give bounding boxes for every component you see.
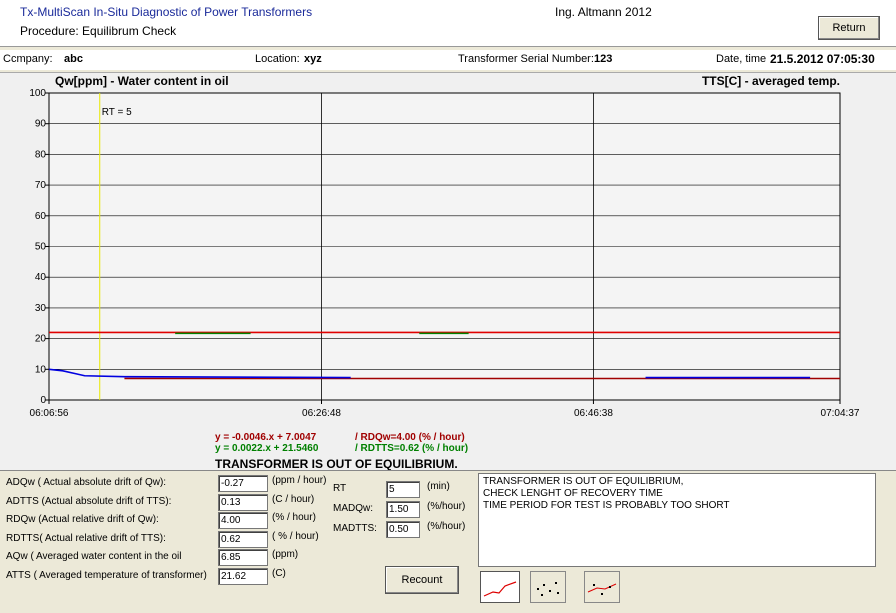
chart: Qw[ppm] - Water content in oil TTS[C] - …: [29, 74, 860, 419]
param-label: RDTTS( Actual relative drift of TTS):: [6, 532, 166, 544]
setting-value: 1.50: [386, 501, 420, 518]
param-value: -0.27: [218, 475, 268, 492]
procedure: Procedure: Equilibrum Check: [20, 24, 177, 38]
param-value: 21.62: [218, 567, 268, 585]
app-title: Tx-MultiScan In-Situ Diagnostic of Power…: [20, 5, 313, 19]
info-bar: Ccmpany: abc Location: xyz Transformer S…: [0, 50, 896, 70]
y-tick-label: 50: [35, 242, 47, 253]
y-tick-label: 90: [35, 119, 47, 130]
chart-title: Qw[ppm] - Water content in oil: [55, 74, 229, 88]
param-label: ADTTS (Actual absolute drift of TTS):: [6, 495, 172, 507]
param-label: ADQw ( Actual absolute drift of Qw):: [6, 477, 167, 488]
chart-area: Qw[ppm] - Water content in oil TTS[C] - …: [0, 72, 896, 471]
y-tick-label: 60: [35, 211, 47, 222]
y-tick-label: 20: [35, 334, 47, 345]
param-label: AQw ( Averaged water content in the oil: [6, 551, 182, 562]
rt-label: RT = 5: [102, 107, 132, 118]
company: abc: [64, 53, 83, 65]
series-line: [48, 368, 351, 379]
param-value: 4.00: [218, 512, 268, 529]
header: Tx-MultiScan In-Situ Diagnostic of Power…: [0, 0, 896, 47]
param-label: RDQw (Actual relative drift of Qw):: [6, 514, 159, 525]
equation: y = -0.0046.x + 7.0047: [215, 432, 317, 443]
param-unit: (C): [272, 567, 286, 579]
combined-view-icon[interactable]: [584, 571, 620, 603]
setting-unit: (min): [427, 481, 450, 492]
y-tick-label: 80: [35, 149, 47, 160]
param-unit: (ppm): [272, 549, 299, 560]
param-unit: (% / hour): [272, 512, 316, 523]
drift: / RDTTS=0.62 (% / hour): [355, 443, 469, 454]
status: TRANSFORMER IS OUT OF EQUILIBRIUM.: [215, 457, 458, 471]
y-tick-label: 70: [35, 180, 47, 191]
setting-label: RT: [333, 483, 347, 494]
y-tick-label: 10: [35, 364, 47, 375]
param-value: 6.85: [218, 549, 268, 566]
return-button[interactable]: Return: [818, 16, 880, 40]
setting-value: 5: [386, 481, 420, 498]
x-tick-label: 06:06:56: [30, 408, 69, 419]
location: xyz: [304, 53, 322, 65]
setting-label: MADQw:: [333, 503, 373, 514]
param-value: 0.13: [218, 493, 268, 511]
setting-value: 0.50: [386, 521, 420, 538]
setting-unit: (%/hour): [427, 501, 466, 512]
drift: / RDQw=4.00 (% / hour): [355, 432, 465, 443]
param-unit: ( % / hour): [272, 530, 319, 542]
recount-button[interactable]: Recount: [385, 566, 459, 594]
scatter-view-icon[interactable]: [530, 571, 566, 603]
author: Ing. Altmann 2012: [555, 5, 652, 19]
chart-title-right: TTS[C] - averaged temp.: [702, 74, 840, 88]
x-tick-label: 06:46:38: [574, 408, 613, 419]
serial-label: Transformer Serial Number:: [458, 53, 594, 65]
param-value: 0.62: [218, 530, 268, 548]
location-label: Location:: [255, 53, 300, 65]
parameter-panel: Recount TRANSFORMER IS OUT OF EQUILIBRIU…: [0, 470, 896, 613]
chart-view-icon[interactable]: [480, 571, 520, 603]
y-tick-label: 30: [35, 303, 47, 314]
y-tick-label: 40: [35, 272, 47, 283]
message-line: CHECK LENGHT OF RECOVERY TIME: [483, 488, 663, 499]
serial: 123: [594, 53, 613, 65]
x-tick-label: 06:26:48: [302, 408, 341, 419]
message-box: TRANSFORMER IS OUT OF EQUILIBRIUM, CHECK …: [478, 473, 876, 567]
equation: y = 0.0022.x + 21.5460: [215, 443, 319, 454]
datetime-label: Date, time: [716, 53, 767, 65]
y-tick-label: 100: [29, 88, 46, 99]
setting-label: MADTTS:: [333, 523, 377, 534]
param-unit: (C / hour): [272, 493, 315, 505]
setting-unit: (%/hour): [427, 521, 466, 532]
param-unit: (ppm / hour): [272, 475, 327, 486]
company-label: Ccmpany:: [3, 53, 53, 65]
message-line: TRANSFORMER IS OUT OF EQUILIBRIUM,: [483, 476, 684, 487]
message-line: TIME PERIOD FOR TEST IS PROBABLY TOO SHO…: [483, 500, 730, 511]
param-label: ATTS ( Averaged temperature of transform…: [6, 569, 207, 581]
datetime: 21.5.2012 07:05:30: [770, 52, 875, 66]
y-tick-label: 0: [40, 395, 46, 406]
x-tick-label: 07:04:37: [821, 408, 860, 419]
